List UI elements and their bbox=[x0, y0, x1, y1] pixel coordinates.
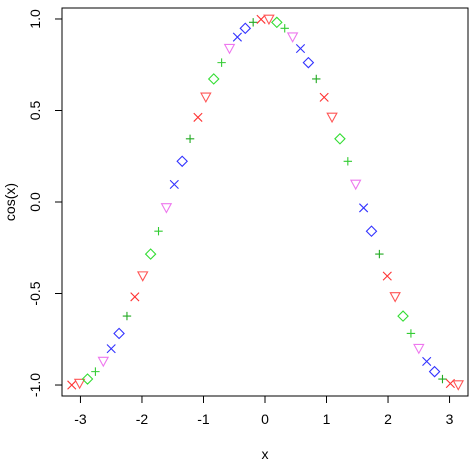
data-point bbox=[185, 134, 195, 144]
data-point bbox=[375, 249, 384, 259]
y-axis: -1.0 -0.5 0.0 0.5 1.0 bbox=[27, 9, 63, 397]
data-point bbox=[122, 311, 132, 321]
data-point bbox=[160, 203, 173, 214]
data-point bbox=[97, 356, 110, 368]
x-tick-label: -3 bbox=[74, 411, 87, 427]
data-point bbox=[319, 92, 329, 102]
data-point bbox=[326, 112, 338, 124]
data-point bbox=[295, 44, 306, 54]
y-tick-label: -0.5 bbox=[27, 281, 43, 305]
data-point bbox=[406, 329, 416, 338]
data-points bbox=[67, 14, 465, 391]
data-point bbox=[232, 32, 242, 42]
data-point bbox=[207, 73, 220, 85]
data-point bbox=[239, 22, 252, 35]
data-point bbox=[169, 179, 179, 190]
data-point bbox=[280, 24, 289, 33]
data-point bbox=[263, 14, 275, 26]
plot-box bbox=[61, 7, 469, 397]
data-point bbox=[154, 227, 163, 236]
x-axis: -3 -2 -1 0 1 2 3 bbox=[74, 395, 454, 427]
data-point bbox=[271, 16, 283, 29]
data-point bbox=[136, 271, 149, 282]
data-point bbox=[438, 374, 447, 384]
data-point bbox=[334, 132, 346, 145]
data-point bbox=[256, 14, 266, 24]
y-tick-label: 1.0 bbox=[27, 9, 43, 29]
data-point bbox=[389, 292, 401, 303]
data-point bbox=[365, 225, 378, 238]
y-axis-label: cos(x) bbox=[2, 183, 18, 221]
data-point bbox=[91, 367, 100, 376]
data-point bbox=[144, 248, 157, 260]
x-axis-label: x bbox=[262, 446, 269, 462]
data-point bbox=[113, 327, 125, 340]
y-tick-label: 0.0 bbox=[27, 192, 43, 212]
data-point bbox=[382, 271, 392, 281]
x-tick-label: -1 bbox=[197, 411, 210, 427]
data-point bbox=[81, 373, 94, 385]
data-point bbox=[359, 203, 369, 213]
data-point bbox=[106, 344, 116, 354]
y-tick-label: -1.0 bbox=[27, 373, 43, 397]
data-point bbox=[349, 179, 362, 191]
data-point bbox=[452, 380, 465, 391]
data-point bbox=[248, 18, 258, 27]
data-point bbox=[193, 112, 203, 122]
x-tick-label: 1 bbox=[323, 411, 331, 427]
data-point bbox=[73, 378, 86, 390]
data-point bbox=[397, 310, 409, 322]
data-point bbox=[67, 380, 77, 390]
data-point bbox=[217, 58, 226, 67]
y-tick-label: 0.5 bbox=[27, 101, 43, 121]
x-tick-label: 2 bbox=[384, 411, 392, 427]
data-point bbox=[130, 292, 140, 302]
data-point bbox=[176, 155, 188, 168]
data-point bbox=[422, 356, 432, 367]
data-point bbox=[343, 157, 353, 166]
data-point bbox=[302, 56, 315, 69]
data-point bbox=[413, 343, 425, 355]
data-point bbox=[286, 32, 299, 43]
data-point bbox=[223, 43, 236, 55]
x-tick-label: 0 bbox=[261, 411, 269, 427]
x-tick-label: 3 bbox=[446, 411, 454, 427]
data-point bbox=[200, 92, 212, 104]
x-tick-label: -2 bbox=[136, 411, 149, 427]
data-point bbox=[428, 365, 441, 378]
data-point bbox=[312, 74, 321, 84]
